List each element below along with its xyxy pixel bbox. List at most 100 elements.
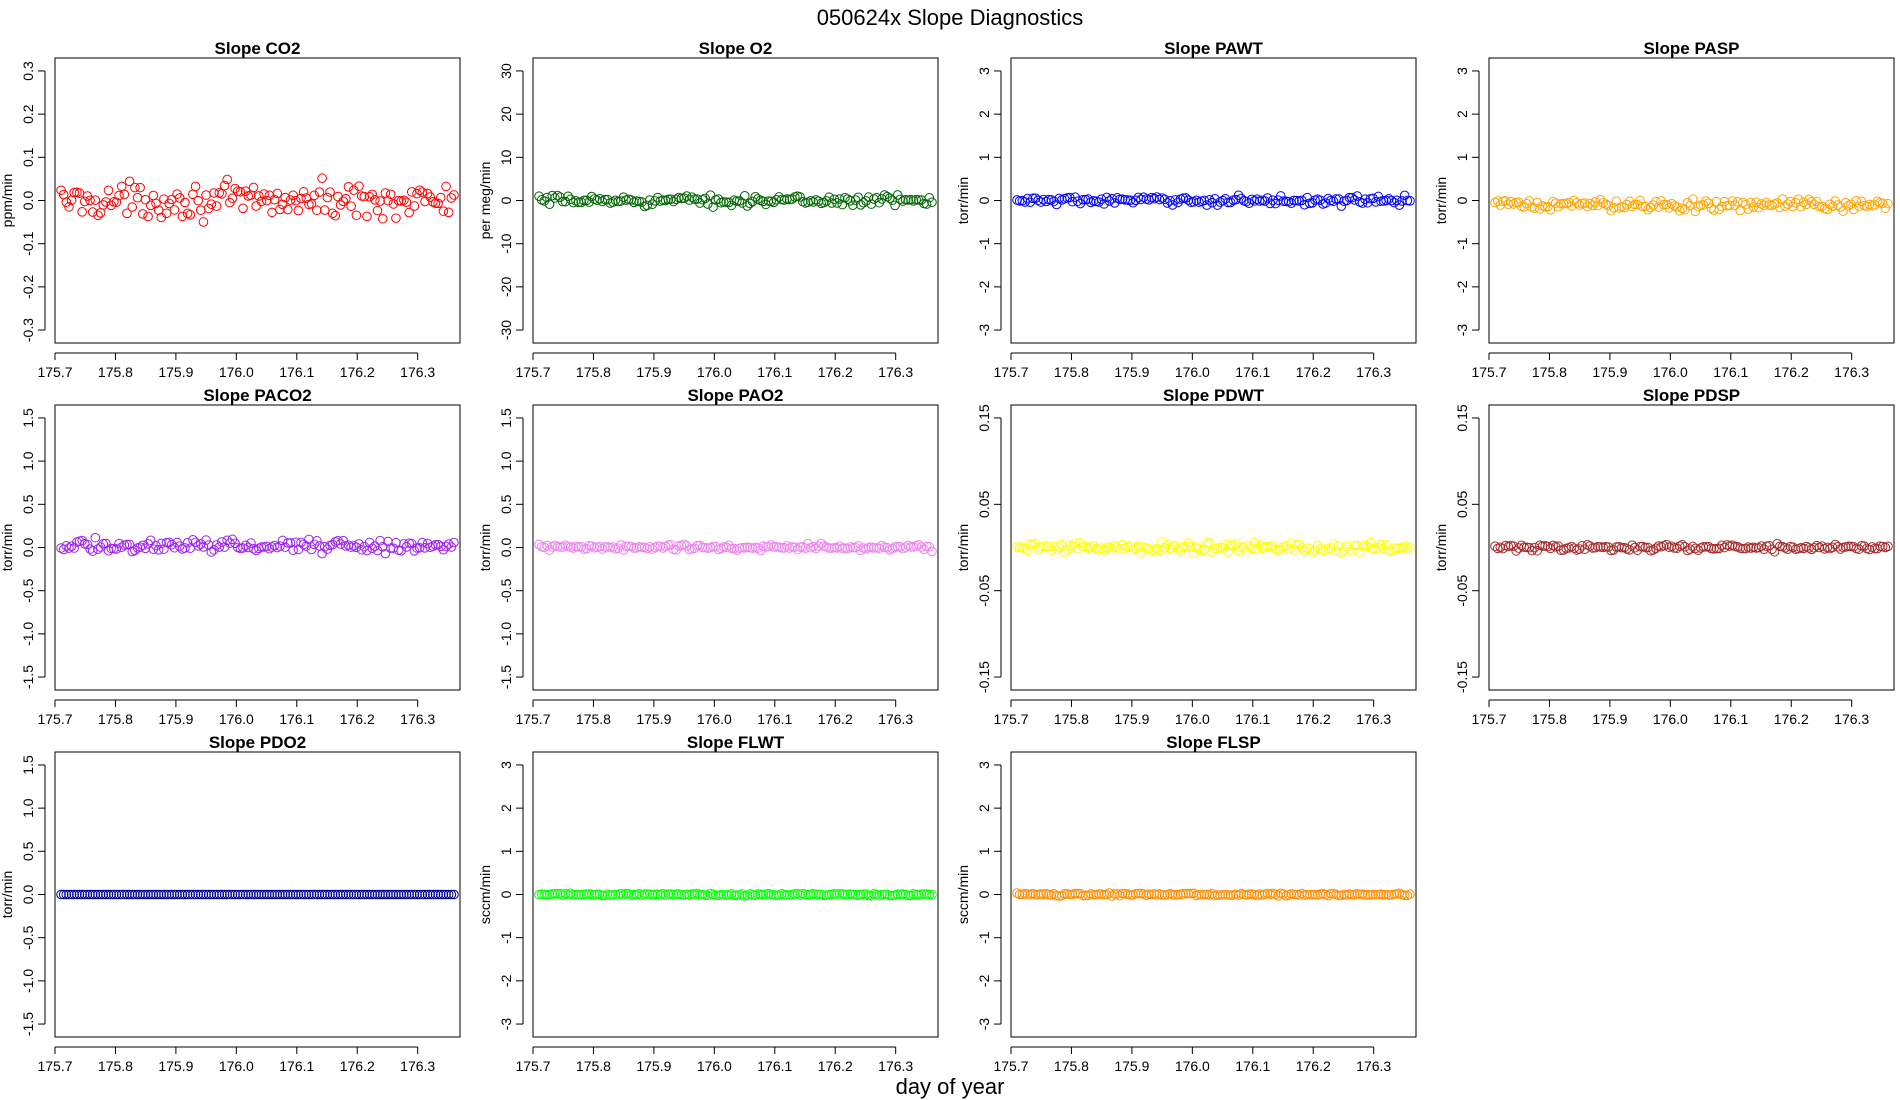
data-point — [399, 195, 409, 206]
data-point — [330, 889, 341, 900]
data-point — [272, 188, 283, 199]
data-point — [190, 537, 201, 548]
data-point — [808, 541, 819, 552]
data-point — [718, 197, 729, 207]
data-point — [172, 889, 182, 900]
data-point — [406, 187, 417, 197]
data-point — [734, 196, 745, 206]
data-point — [539, 542, 550, 553]
data-point — [314, 187, 325, 197]
data-point — [576, 542, 587, 552]
plot-frame — [54, 404, 461, 691]
data-point — [98, 889, 109, 900]
data-point — [1333, 194, 1344, 204]
data-point — [116, 889, 127, 900]
data-point — [866, 890, 877, 901]
data-point — [290, 889, 301, 900]
data-point — [441, 889, 451, 900]
x-tick-label: 176.3 — [400, 364, 435, 380]
data-point — [689, 543, 700, 554]
y-tick-label: -0.15 — [1454, 661, 1470, 693]
data-point — [1666, 541, 1677, 552]
data-point — [1709, 205, 1719, 215]
y-tick-label: 0 — [498, 890, 514, 898]
data-point — [842, 194, 853, 204]
data-point — [269, 889, 280, 900]
x-tick-label: 176.1 — [1713, 364, 1748, 380]
y-tick-label: -3 — [498, 1018, 514, 1031]
data-point — [816, 538, 827, 549]
data-point — [348, 889, 359, 900]
data-point — [1391, 195, 1402, 206]
data-point — [584, 197, 594, 207]
data-point — [306, 889, 317, 900]
y-tick-label: 0.0 — [498, 538, 514, 558]
data-point — [1225, 890, 1236, 900]
data-point — [1851, 195, 1862, 206]
data-point — [317, 889, 327, 900]
data-point — [106, 543, 116, 554]
data-point — [277, 199, 288, 210]
data-point — [1302, 889, 1312, 900]
data-point — [695, 198, 705, 208]
data-point — [832, 543, 842, 553]
data-point — [1246, 543, 1257, 554]
data-point — [721, 890, 732, 900]
data-point — [132, 889, 143, 900]
x-tick-label: 175.9 — [1114, 1058, 1149, 1074]
data-point — [248, 889, 259, 900]
data-point — [763, 196, 774, 206]
data-point — [1759, 200, 1769, 211]
data-point — [443, 889, 454, 900]
data-point — [742, 890, 753, 901]
data-point — [1735, 205, 1746, 216]
data-point — [283, 204, 293, 215]
data-point — [127, 202, 138, 212]
data-point — [275, 889, 285, 900]
y-tick-label: -3 — [1454, 324, 1470, 337]
data-point — [1619, 202, 1630, 213]
y-tick-label: 1 — [498, 847, 514, 855]
x-tick-label: 176.2 — [1774, 711, 1809, 727]
data-point — [164, 537, 174, 548]
data-point — [285, 889, 296, 900]
data-point — [824, 192, 834, 203]
x-tick-label: 175.8 — [576, 711, 611, 727]
data-point — [1249, 196, 1260, 206]
data-point — [140, 194, 151, 205]
data-point — [330, 210, 341, 221]
data-point — [246, 538, 256, 548]
data-point — [1519, 202, 1529, 212]
data-point — [697, 542, 708, 553]
y-tick-label: 0.5 — [20, 841, 36, 861]
y-axis-label: torr/min — [955, 524, 971, 571]
data-point — [597, 544, 608, 554]
data-point — [1743, 204, 1753, 214]
data-point — [1199, 889, 1210, 900]
y-tick-label: 0.0 — [20, 191, 36, 211]
x-tick-label: 175.8 — [98, 711, 133, 727]
data-point — [1693, 545, 1703, 556]
x-tick-label: 176.0 — [1653, 711, 1688, 727]
data-point — [338, 196, 349, 207]
data-point — [272, 542, 283, 553]
data-point — [615, 540, 626, 550]
plot-frame — [1010, 57, 1417, 344]
x-tick-label: 176.3 — [400, 711, 435, 727]
data-point — [1640, 201, 1651, 212]
x-tick-label: 176.0 — [219, 364, 254, 380]
data-point — [1585, 541, 1595, 551]
data-point — [1386, 195, 1397, 206]
data-point — [1804, 194, 1814, 205]
data-point — [887, 543, 898, 554]
data-point — [275, 541, 285, 551]
data-point — [1210, 543, 1220, 554]
data-point — [782, 540, 792, 551]
data-point — [385, 889, 396, 900]
data-point — [435, 192, 446, 203]
y-tick-label: -3 — [976, 324, 992, 337]
data-point — [1381, 540, 1392, 550]
data-point — [356, 889, 367, 900]
data-point — [1312, 540, 1323, 551]
data-point — [626, 541, 637, 552]
